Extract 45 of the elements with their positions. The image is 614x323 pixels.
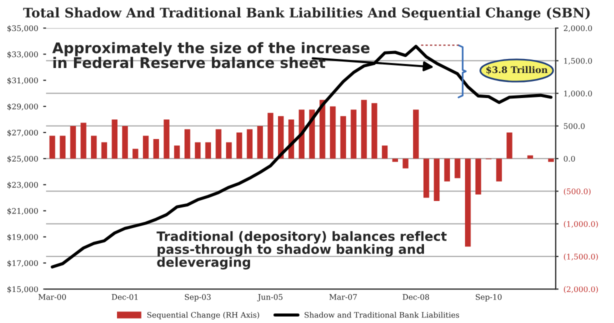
chart-title: Total Shadow And Traditional Bank Liabilities And Sequential Change (SBN) [23, 7, 590, 20]
bar [112, 119, 118, 159]
bar [350, 110, 356, 159]
bar [413, 110, 419, 159]
bar [423, 158, 430, 198]
bar [194, 142, 201, 159]
bar [132, 148, 138, 159]
annotation: Traditional (depository) balances reflect pass-through to shadow banking and deleveraging [156, 231, 447, 270]
bar [236, 132, 242, 159]
bar [382, 146, 388, 159]
annotation: $3.8 Trillion [486, 66, 548, 74]
bar [80, 122, 86, 159]
bar [454, 158, 460, 178]
bar [216, 129, 222, 159]
bar [184, 129, 190, 159]
bar [257, 126, 263, 159]
bar [506, 132, 512, 159]
bar [465, 158, 471, 247]
bar [548, 158, 554, 162]
bar [153, 139, 160, 159]
bar [164, 119, 170, 159]
bar [226, 142, 232, 159]
bar [90, 136, 97, 159]
bar [60, 136, 66, 159]
bar [361, 100, 367, 159]
bar [122, 126, 128, 159]
bar [372, 103, 378, 159]
bar [392, 158, 398, 162]
bar [444, 158, 450, 182]
bar [205, 142, 211, 159]
bar [434, 158, 440, 202]
bar [340, 116, 346, 159]
bar [246, 129, 253, 159]
bar [330, 106, 336, 159]
bar [268, 112, 274, 159]
bar [496, 158, 502, 182]
bar [475, 158, 482, 194]
annotation: Approximately the size of the increase in Federal Reserve balance sheet [52, 42, 370, 68]
bar [70, 126, 76, 159]
bar [402, 158, 408, 168]
bar [320, 100, 326, 159]
bar [174, 146, 180, 159]
bar [142, 136, 149, 159]
bar [49, 136, 56, 159]
bar [101, 142, 108, 159]
